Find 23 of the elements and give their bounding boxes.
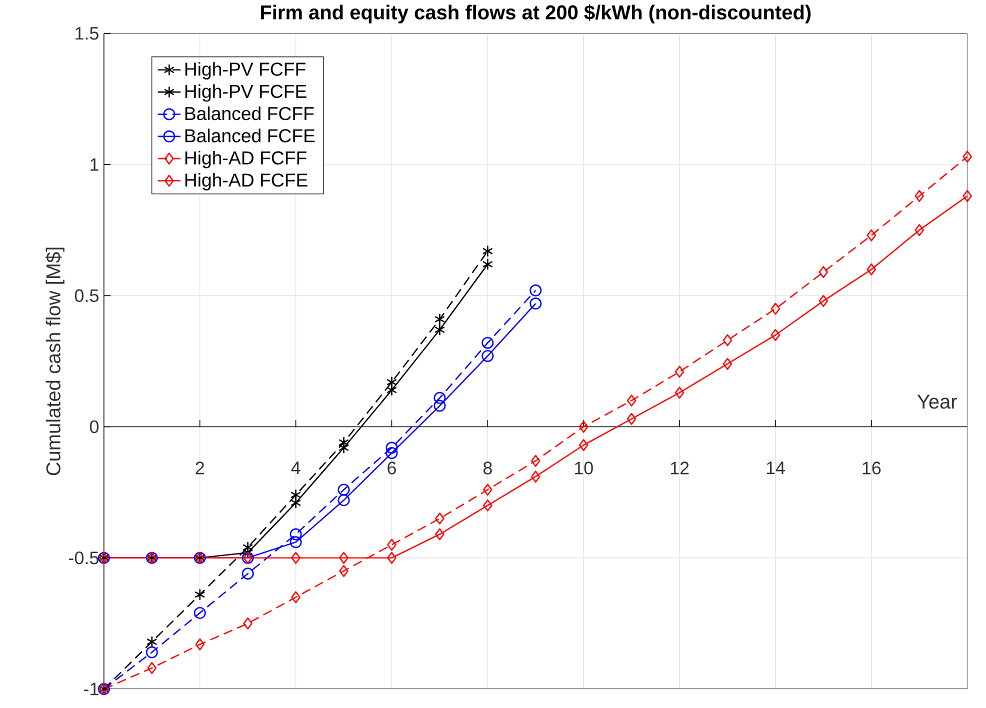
legend-label: High-PV FCFF — [185, 62, 306, 80]
x-tick-label: 6 — [388, 462, 396, 475]
y-tick-label: -1 — [84, 682, 98, 696]
legend-label: Balanced FCFE — [185, 128, 315, 143]
y-tick-label: 0.5 — [74, 289, 98, 302]
legend-label: High-AD FCFF — [185, 151, 306, 168]
x-axis-title: Year — [917, 394, 957, 409]
y-tick-label: 0 — [90, 420, 99, 434]
y-tick-label: 1 — [90, 158, 98, 171]
x-tick-label: 14 — [766, 462, 785, 474]
legend-label: Balanced FCFF — [185, 106, 314, 120]
x-tick-label: 16 — [862, 462, 881, 475]
y-tick-label: -0.5 — [69, 552, 98, 564]
legend-label: High-AD FCFE — [185, 173, 308, 191]
y-tick-label: 1.5 — [76, 27, 98, 40]
x-tick-label: 4 — [291, 462, 300, 474]
y-axis-title: Cumulated cash flow [M$] — [45, 248, 64, 476]
legend-label: High-PV FCFE — [185, 84, 306, 102]
x-tick-label: 12 — [670, 462, 689, 474]
x-tick-label: 2 — [196, 462, 204, 474]
x-tick-label: 8 — [483, 462, 492, 475]
chart-title: Firm and equity cash flows at 200 $/kWh (non-discounted) — [261, 4, 811, 24]
x-tick-label: 10 — [574, 462, 593, 475]
